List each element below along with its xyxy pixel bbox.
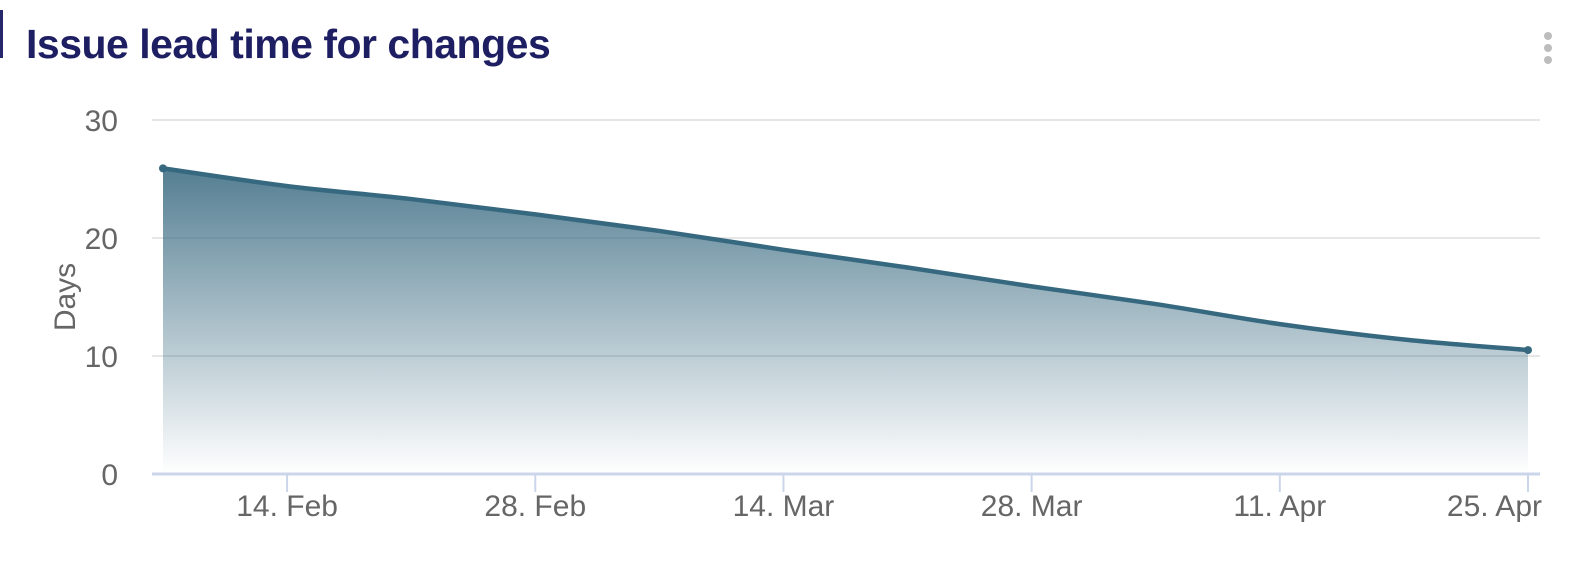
x-axis-tick-label: 28. Feb (484, 490, 586, 523)
first-point-marker (159, 164, 167, 173)
area-fill (163, 168, 1528, 474)
last-point-marker (1524, 346, 1532, 355)
y-axis-tick-label: 30 (85, 105, 118, 138)
chart-card-header: Issue lead time for changes (26, 20, 1562, 72)
x-axis-tick-label: 28. Mar (981, 490, 1083, 523)
kebab-menu-button[interactable] (1534, 24, 1562, 72)
y-axis-tick-label: 0 (101, 459, 118, 492)
x-axis-tick-label: 11. Apr (1233, 490, 1326, 523)
y-axis-tick-label: 20 (85, 223, 118, 256)
x-axis-tick-label: 14. Feb (236, 490, 338, 523)
y-axis-title: Days (49, 263, 82, 331)
x-axis-tick-label: 14. Mar (733, 490, 835, 523)
x-axis-tick-label: 25. Apr (1447, 490, 1542, 523)
kebab-menu-icon (1544, 32, 1552, 64)
left-edge-artifact (0, 10, 3, 58)
chart-title: Issue lead time for changes (26, 21, 551, 67)
trend-line (160, 166, 1531, 353)
y-axis-tick-label: 10 (85, 341, 118, 374)
